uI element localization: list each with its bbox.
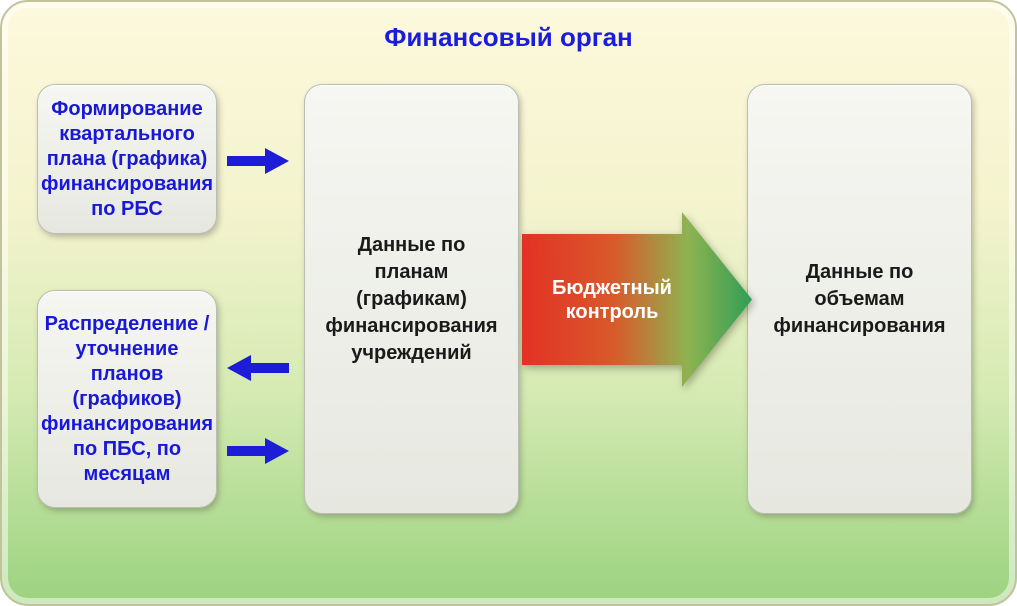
node-distribution-plans: Распределение / уточнение планов (график… (37, 290, 217, 508)
arrow-left-icon (227, 354, 289, 382)
node-label: Данные по планам (графикам) финансирован… (319, 232, 504, 367)
arrow-right-icon (227, 147, 289, 175)
node-label: Распределение / уточнение планов (график… (41, 312, 213, 487)
node-label: Формирование квартального плана (графика… (41, 97, 213, 222)
diagram-title: Финансовый орган (2, 22, 1015, 53)
node-formation-quarterly-plan: Формирование квартального плана (графика… (37, 84, 217, 234)
node-financing-volume-data: Данные по объемам финансирования (747, 84, 972, 514)
arrow-right-icon (227, 437, 289, 465)
diagram-container: Финансовый орган Формирование квартально… (0, 0, 1017, 606)
node-label: Данные по объемам финансирования (762, 259, 957, 340)
node-financing-plan-data: Данные по планам (графикам) финансирован… (304, 84, 519, 514)
big-arrow-icon (522, 212, 752, 387)
